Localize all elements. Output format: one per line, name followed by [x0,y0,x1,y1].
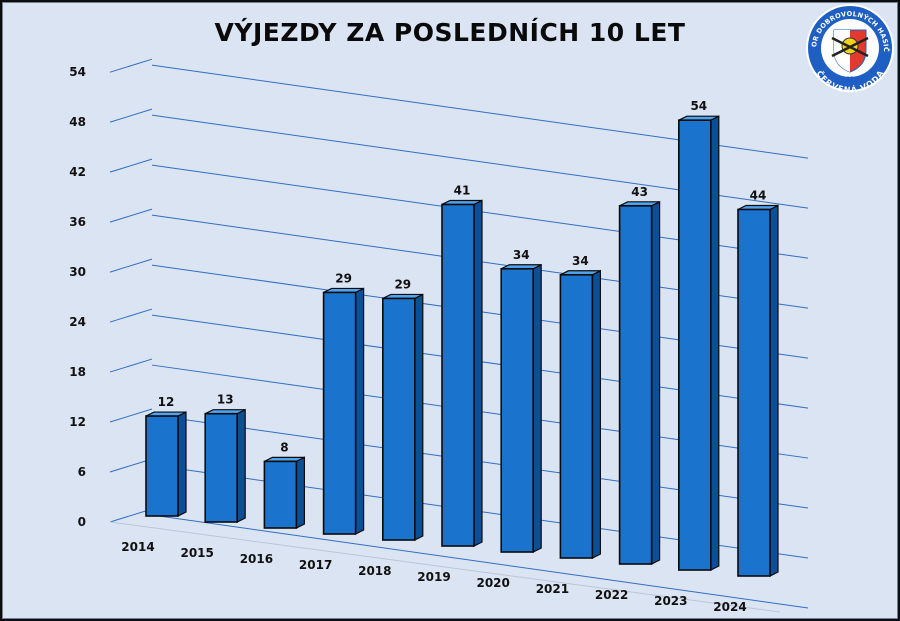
data-label: 43 [631,185,648,199]
bar-side [591,269,602,559]
bar-side [769,204,779,577]
gridline-side [109,158,153,173]
bar-side [473,199,483,547]
x-tick-label: 2014 [121,540,154,554]
y-tick-label: 54 [69,65,86,79]
y-tick-label: 30 [69,265,86,279]
x-tick-label: 2020 [476,576,509,590]
data-label: 54 [690,99,707,113]
x-tick-label: 2022 [595,588,628,602]
x-axis-ticks: 2014 2015 2016 2017 2018 2019 2020 2021 2022 2023… [121,540,746,614]
bar [204,412,238,523]
x-tick-label: 2018 [358,564,391,578]
data-label: 12 [158,395,175,409]
y-tick-label: 42 [69,165,86,179]
gridline-side [109,358,153,373]
bars [145,115,779,577]
data-labels: 12 13 8 29 29 41 34 34 43 54 44 [158,99,767,454]
gridline-side [109,58,153,73]
x-tick-label: 2024 [713,600,746,614]
data-label: 8 [280,440,288,454]
bar [441,203,475,547]
bar [381,297,416,541]
bar [737,208,771,577]
chart-title: VÝJEZDY ZA POSLEDNÍCH 10 LET [214,18,686,47]
data-label: 44 [750,188,767,202]
floor-edge [109,521,781,613]
gridline-side [109,308,153,323]
gridline-side [109,508,153,523]
bar [322,291,357,535]
y-tick-label: 0 [78,515,86,529]
data-label: 34 [513,248,530,262]
y-tick-label: 48 [69,115,86,129]
y-tick-label: 36 [69,215,86,229]
x-tick-label: 2023 [654,594,687,608]
logo-year: 1875 [842,76,857,83]
y-tick-label: 18 [69,365,86,379]
gridline-side [109,108,153,123]
bar [618,205,653,565]
bar-side [177,411,187,517]
bar-side [414,293,424,541]
y-tick-label: 12 [69,415,86,429]
bar-side [355,287,365,535]
bar [500,267,535,553]
bar-side [236,408,246,523]
x-tick-label: 2016 [240,552,273,566]
data-label: 13 [217,393,234,407]
x-tick-label: 2019 [417,570,450,584]
x-tick-label: 2021 [536,582,569,596]
x-tick-label: 2017 [299,558,332,572]
bar-side [532,263,542,553]
gridline-side [109,208,153,223]
data-label: 29 [394,277,411,291]
fire-brigade-logo: SBOR DOBROVOLNÝCH HASIČŮ ČERVENÁ VODA 18… [806,4,894,95]
bar-side [650,200,661,565]
y-tick-label: 24 [69,315,86,329]
bar-side [710,115,720,571]
bar [559,273,594,559]
bar-side [295,456,305,529]
data-label: 41 [454,183,471,197]
gridline [151,514,809,609]
x-tick-label: 2015 [180,546,213,560]
y-axis-ticks: 0 6 12 18 24 30 36 42 48 54 [69,65,86,529]
bar [145,415,179,517]
gridline-side [109,408,153,423]
gridline-side [109,458,153,473]
bar [677,119,712,571]
y-tick-label: 6 [78,465,86,479]
data-label: 34 [572,254,589,268]
data-label: 29 [335,271,352,285]
bar [263,460,298,529]
gridline-side [109,258,153,273]
